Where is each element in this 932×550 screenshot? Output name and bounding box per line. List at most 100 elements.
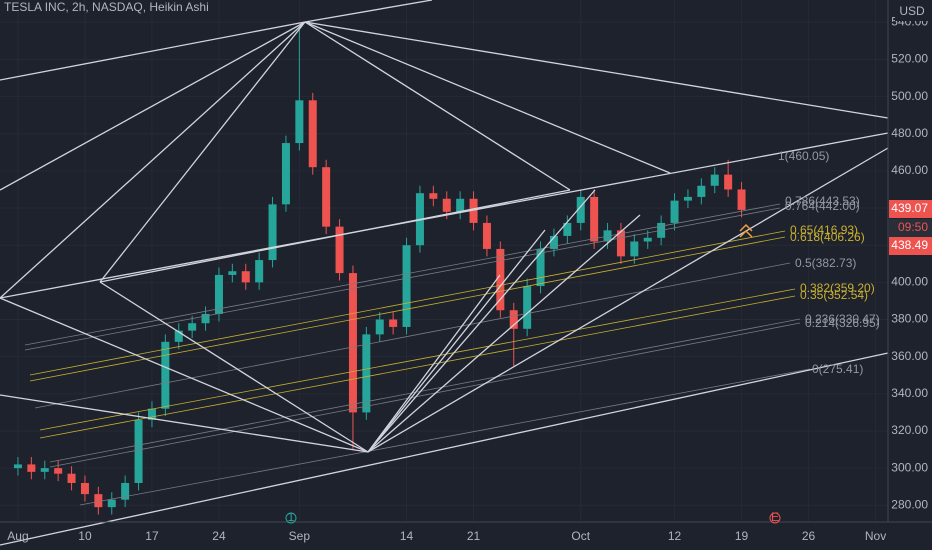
candle-body (616, 230, 625, 257)
candle-body (214, 274, 223, 314)
y-tick-label: 480.00 (891, 126, 928, 140)
candle-body (27, 464, 36, 472)
candle-body (121, 482, 130, 500)
candle-body (241, 271, 250, 283)
candle-body (643, 237, 652, 242)
x-tick-label: Oct (571, 529, 590, 543)
candle-body (308, 100, 317, 168)
candle-body (348, 273, 357, 413)
candle-body (147, 408, 156, 420)
currency-bg (895, 3, 929, 21)
fib-label: 0.382(359.20) (800, 281, 875, 295)
candle-body (94, 494, 103, 508)
price-tag-bg (889, 237, 932, 255)
y-tick-label: 280.00 (891, 497, 928, 511)
candle-body (442, 198, 451, 212)
y-tick-label: 340.00 (891, 386, 928, 400)
candle-body (630, 241, 639, 257)
candle-body (737, 189, 746, 210)
candle-body (80, 482, 89, 495)
y-tick-label: 400.00 (891, 275, 928, 289)
fib-label: 0.236(330.47) (805, 312, 880, 326)
x-tick-label: 21 (467, 529, 481, 543)
x-tick-label: Aug (7, 529, 28, 543)
candle-body (335, 226, 344, 274)
countdown: 09:50 (898, 220, 928, 234)
x-tick-label: 26 (802, 529, 816, 543)
candle-body (563, 222, 572, 236)
countdown-bg (889, 219, 932, 237)
candle-body (724, 174, 733, 190)
fib-label: 0.764(442.00) (785, 199, 860, 213)
fib-label: 1(460.05) (778, 149, 829, 163)
candle-body (429, 193, 438, 199)
candle-body (536, 248, 545, 287)
grid (0, 0, 888, 522)
candle-body (107, 499, 116, 508)
candle-body (228, 271, 237, 275)
candle-body (469, 198, 478, 223)
fib-gray-lines (24, 203, 811, 506)
candle-body (67, 473, 76, 483)
candle-body (509, 310, 518, 329)
event-marker[interactable] (769, 512, 781, 524)
pitchfork-lines (0, 0, 889, 546)
x-tick-label: 12 (668, 529, 682, 543)
candle-body (710, 174, 719, 186)
y-tick-label: 460.00 (891, 163, 928, 177)
candle-body (496, 248, 505, 311)
x-tick-label: Nov (865, 529, 886, 543)
fib-labels: 1(460.05) 0.786(443.53)0.764(442.00) 0.65(… (778, 149, 880, 376)
candle-body (188, 323, 197, 331)
fib-label: 0.65(416.93) (790, 223, 858, 237)
candle-body (549, 235, 558, 249)
event-marker-label: E (771, 510, 779, 524)
forecast-arrow (739, 223, 753, 238)
candle-body (389, 319, 398, 327)
x-tick-label: 17 (145, 529, 159, 543)
y-tick-label: 500.00 (891, 89, 928, 103)
event-marker[interactable] (285, 512, 297, 524)
x-tick-label: 24 (212, 529, 226, 543)
fib-yellow-lines (29, 230, 796, 439)
x-tick-label: 14 (400, 529, 414, 543)
candle-body (697, 185, 706, 197)
candle-body (40, 468, 49, 472)
candle-body (456, 198, 465, 212)
y-tick-label: 320.00 (891, 423, 928, 437)
x-tick-label: 19 (735, 529, 749, 543)
y-tick-label: 360.00 (891, 349, 928, 363)
candle-body (281, 143, 290, 205)
currency: USD (899, 4, 925, 18)
prev-price: 438.49 (891, 238, 928, 252)
candle-body (362, 334, 371, 413)
candle-body (54, 468, 63, 474)
candle-body (134, 419, 143, 483)
fib-label: 0.214(326.95) (805, 316, 880, 330)
fib-label: 0(275.41) (812, 362, 863, 376)
candle-body (174, 330, 183, 342)
fib-label: 0.5(382.73) (795, 256, 856, 270)
price-axis (888, 0, 932, 550)
candle-body (523, 286, 532, 329)
event-marker-label: 1 (288, 510, 295, 524)
candle-body (670, 200, 679, 223)
x-tick-label: 10 (78, 529, 92, 543)
candle-body (13, 464, 22, 469)
candle-body (268, 204, 277, 261)
candle-body (295, 100, 304, 144)
fib-label: 0.786(443.53) (785, 194, 860, 208)
y-tick-label: 520.00 (891, 52, 928, 66)
fib-label: 0.618(406.26) (790, 230, 865, 244)
candle-body (683, 196, 692, 201)
last-price: 439.07 (891, 201, 928, 215)
candle-body (482, 222, 491, 249)
y-tick-label: 380.00 (891, 312, 928, 326)
candle-body (322, 167, 331, 227)
candle-body (201, 313, 210, 324)
x-tick-label: Sep (289, 529, 311, 543)
candle-body (402, 245, 411, 327)
price-tag-bg (889, 200, 932, 218)
candle-body (161, 341, 170, 409)
